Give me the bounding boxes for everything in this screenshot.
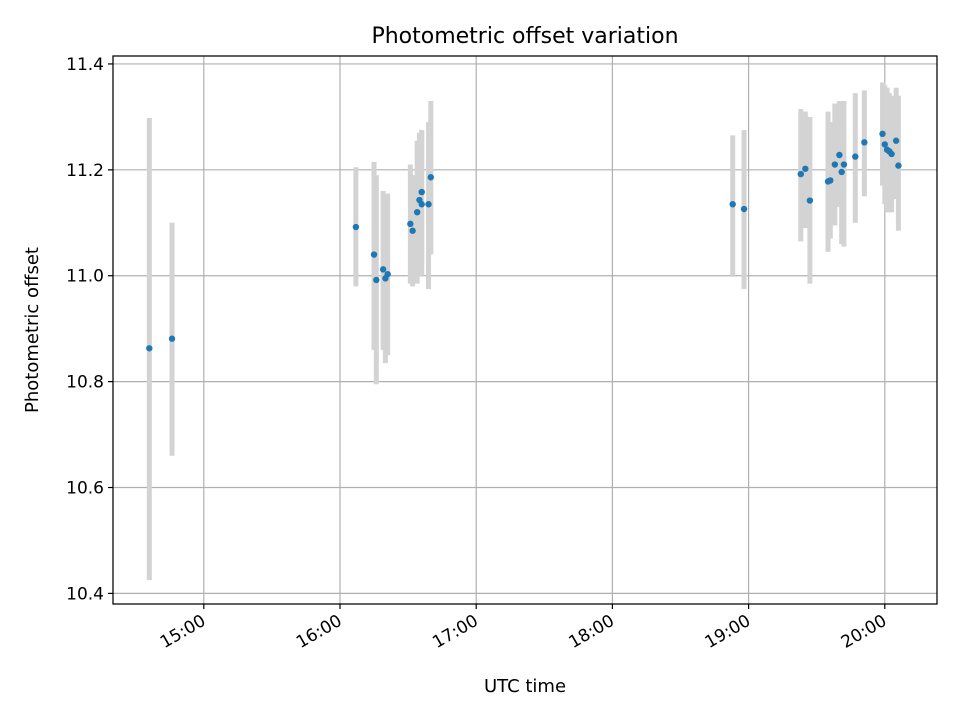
data-point [373, 276, 380, 284]
data-point [852, 153, 859, 160]
data-point [740, 205, 748, 213]
y-tick-label: 11.2 [66, 161, 104, 181]
data-point [892, 137, 900, 144]
data-point [861, 139, 868, 146]
y-tick-label: 11.4 [66, 55, 104, 75]
x-tick-label: 17:00 [429, 611, 481, 653]
data-point [895, 162, 902, 169]
data-point [840, 161, 848, 168]
chart-title: Photometric offset variation [371, 24, 678, 49]
data-point [409, 227, 416, 234]
data-point [729, 201, 736, 208]
y-tick-label: 10.8 [66, 373, 104, 393]
data-point [379, 266, 387, 273]
data-point [831, 161, 839, 168]
y-axis-label: Photometric offset [22, 247, 43, 413]
x-axis-ticks: 15:00 16:00 17:00 18:00 19:00 20:00 [157, 604, 890, 653]
data-point [352, 223, 360, 231]
data-point [802, 165, 809, 172]
data-point [168, 335, 176, 342]
x-tick-label: 19:00 [702, 611, 754, 653]
data-point [881, 141, 888, 148]
x-axis-label: UTC time [484, 676, 566, 697]
data-point [806, 197, 814, 204]
x-tick-label: 20:00 [838, 611, 890, 653]
data-point [146, 345, 153, 352]
grid-lines [113, 56, 937, 604]
error-bars [146, 82, 901, 581]
data-point [427, 174, 434, 181]
y-tick-label: 10.6 [66, 479, 104, 499]
data-point [407, 220, 414, 228]
y-tick-label: 10.4 [66, 584, 104, 604]
data-point [425, 201, 432, 208]
x-tick-label: 15:00 [157, 611, 209, 653]
data-point [370, 251, 378, 258]
x-tick-label: 18:00 [565, 611, 617, 653]
data-point [879, 130, 886, 138]
y-tick-label: 11.0 [66, 267, 104, 287]
data-point [836, 151, 843, 159]
data-point [838, 168, 845, 176]
x-tick-label: 16:00 [293, 611, 345, 653]
data-point [797, 170, 805, 178]
data-point [418, 201, 425, 208]
y-axis-ticks: 10.4 10.6 10.8 11.0 11.2 11.4 [66, 55, 113, 604]
data-point [384, 270, 391, 278]
data-point [888, 150, 895, 158]
plot-frame [112, 55, 938, 605]
data-point [827, 177, 834, 184]
data-points [146, 130, 902, 352]
data-point [413, 208, 421, 216]
data-point [418, 188, 425, 196]
